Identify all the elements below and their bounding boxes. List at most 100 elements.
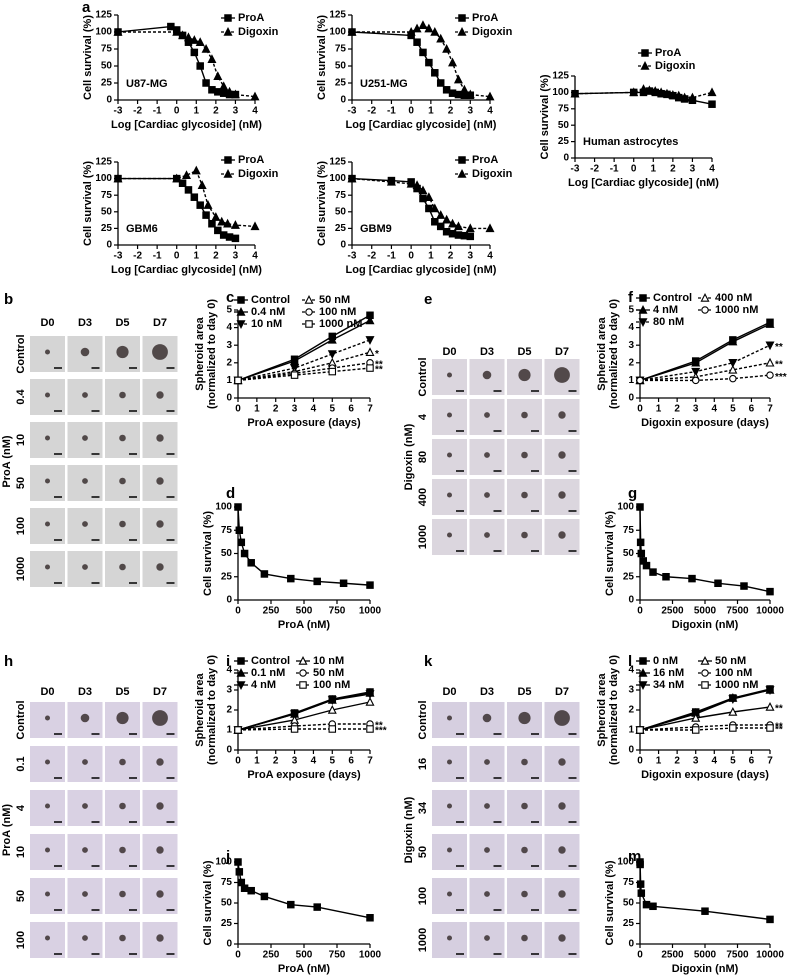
marker (424, 192, 434, 201)
panel-label: a (82, 0, 91, 16)
marker (184, 186, 193, 194)
marker (339, 579, 348, 588)
marker (649, 902, 657, 911)
micrograph (142, 465, 178, 501)
y-tick-label: 4 (226, 322, 232, 333)
panel-label: h (4, 653, 13, 670)
panel-label: c (226, 289, 234, 306)
legend-marker (304, 294, 314, 304)
y-tick-label: 0 (340, 240, 346, 251)
marker (436, 210, 446, 219)
legend-label: Digoxin (655, 60, 696, 72)
spheroid (484, 452, 490, 458)
y-tick-label: 2 (226, 705, 232, 716)
x-tick-label: 0 (631, 164, 637, 175)
y-tick-label: 25 (335, 223, 347, 234)
spheroid (484, 759, 490, 765)
column-label: D7 (555, 686, 569, 698)
x-tick-label: 4 (709, 164, 715, 175)
legend-marker (700, 292, 710, 302)
panel-label: d (226, 485, 235, 502)
y-tick-label: 0 (628, 595, 634, 606)
x-tick-label: -2 (367, 106, 376, 117)
column-label: D5 (517, 686, 531, 698)
spheroid (484, 847, 490, 853)
y-tick-label: 100 (329, 173, 346, 184)
spheroid (45, 564, 50, 570)
marker (113, 173, 123, 183)
micrograph (432, 790, 467, 826)
marker (766, 915, 774, 924)
y-tick-label: 125 (329, 157, 346, 168)
x-tick-label: 3 (693, 404, 699, 415)
y-axis-label: Cell survival (%) (604, 860, 616, 945)
marker (347, 26, 357, 36)
y-tick-label: 100 (95, 173, 112, 184)
row-label: 1000 (417, 525, 429, 549)
micrograph (507, 359, 542, 395)
spheroid (45, 803, 50, 809)
micrograph (544, 479, 580, 515)
spheroid (119, 934, 126, 942)
x-tick-label: 0 (637, 404, 643, 415)
marker (327, 350, 337, 360)
marker (327, 704, 337, 714)
micrograph (30, 336, 65, 372)
marker (708, 100, 716, 108)
micrograph (105, 878, 140, 914)
y-tick-label: 2 (226, 357, 232, 368)
column-label: D0 (40, 686, 54, 698)
marker (203, 200, 213, 209)
row-label: Control (417, 700, 429, 739)
marker (485, 91, 495, 101)
x-tick-label: 1 (651, 164, 657, 175)
series-line (351, 177, 490, 230)
spheroid (558, 411, 566, 419)
x-tick-label: 5000 (694, 606, 717, 617)
y-tick-label: 3 (226, 340, 232, 351)
spheroid (521, 758, 528, 766)
legend-marker (457, 26, 467, 36)
spheroid (45, 478, 50, 484)
x-tick-label: 10000 (756, 606, 784, 617)
marker (448, 57, 458, 67)
x-tick-label: 6 (348, 404, 354, 415)
marker (366, 581, 374, 589)
micrograph (544, 519, 580, 555)
x-tick-label: -3 (348, 251, 357, 262)
marker (691, 357, 701, 367)
row-label: 50 (15, 890, 27, 902)
y-tick-label: 0 (628, 939, 634, 950)
marker (765, 357, 775, 367)
micrograph (67, 834, 103, 870)
micrograph (544, 359, 580, 395)
y-tick-label: 0 (226, 595, 232, 606)
column-label: D0 (442, 346, 456, 358)
x-tick-label: 0 (408, 251, 414, 262)
x-tick-label: 2500 (661, 950, 684, 961)
micrograph (142, 790, 178, 826)
micrograph (432, 519, 467, 555)
x-tick-label: -3 (114, 106, 123, 117)
series-line (640, 374, 771, 382)
panel-label: i (226, 653, 230, 670)
spheroid (80, 713, 90, 723)
micrograph (142, 702, 178, 738)
x-tick-label: 0 (235, 606, 241, 617)
marker (765, 686, 775, 696)
legend-label: 4 nM (251, 679, 276, 691)
marker (196, 201, 204, 209)
legend-marker (638, 681, 648, 691)
micrograph (142, 508, 178, 544)
micrograph (432, 878, 467, 914)
micrograph (105, 379, 140, 415)
row-label: 16 (417, 758, 429, 770)
micrograph (142, 878, 178, 914)
x-tick-label: 2 (273, 404, 279, 415)
legend-marker (638, 318, 648, 328)
x-axis-label: Digoxin exposure (days) (641, 417, 769, 429)
spheroid (116, 345, 129, 359)
spheroid (521, 531, 528, 539)
legend-marker (237, 657, 245, 665)
micrograph (67, 508, 103, 544)
